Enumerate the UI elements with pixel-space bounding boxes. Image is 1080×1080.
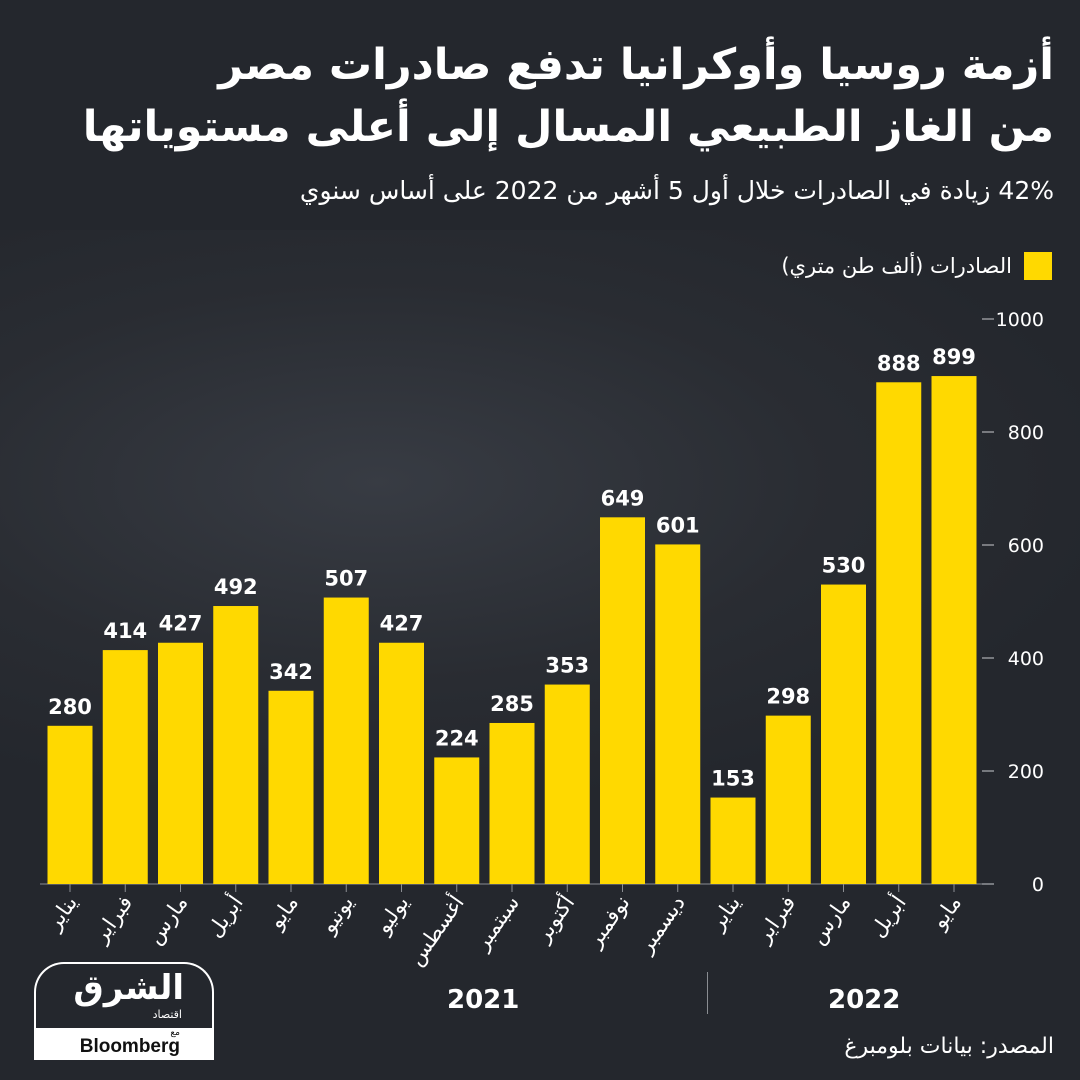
y-tick-label: 1000 <box>996 309 1044 331</box>
bar-value-label: 285 <box>490 692 534 716</box>
bar-value-label: 649 <box>601 486 645 510</box>
x-category-label: يناير <box>41 891 82 935</box>
bar-value-label: 492 <box>214 575 258 599</box>
x-category-label: مايو <box>926 891 966 934</box>
logo-with-text: مع <box>170 1028 180 1038</box>
logo-sub-text: اقتصاد <box>152 1008 182 1021</box>
title-line-2: من الغاز الطبيعي المسال إلى أعلى مستويات… <box>82 102 1054 152</box>
x-category-label: فبراير <box>88 891 138 948</box>
bar-value-label: 224 <box>435 726 479 750</box>
x-category-label: أكتوبر <box>529 890 580 947</box>
bar <box>821 584 866 884</box>
bar <box>600 517 645 884</box>
x-category-label: سبتمبر <box>469 891 524 955</box>
bar <box>544 684 590 884</box>
bar-value-label: 153 <box>711 767 755 791</box>
bar-value-label: 427 <box>159 612 203 636</box>
bar <box>102 650 148 884</box>
y-tick-label: 600 <box>1008 535 1044 557</box>
x-category-label: مايو <box>263 891 303 934</box>
x-category-label: يوليو <box>370 891 413 939</box>
x-category-label: أغسطس <box>402 890 469 970</box>
legend-label: الصادرات (ألف طن متري) <box>781 254 1012 278</box>
bar <box>931 376 977 884</box>
logo-partner-text: Bloomberg <box>79 1036 180 1057</box>
chart-title: أزمة روسيا وأوكرانيا تدفع صادرات مصر من … <box>34 34 1054 158</box>
bar-value-label: 888 <box>877 351 921 375</box>
bar <box>655 544 701 884</box>
bar-value-label: 280 <box>48 695 92 719</box>
bar <box>213 606 259 884</box>
bar <box>434 757 480 884</box>
bar-value-label: 507 <box>324 567 368 591</box>
bar-value-label: 601 <box>656 513 700 537</box>
x-category-label: ديسمبر <box>633 891 690 958</box>
x-category-label: أبريل <box>201 890 248 942</box>
logo-frame <box>34 962 214 1028</box>
bar-value-label: 342 <box>269 660 313 684</box>
bar-value-label: 427 <box>380 612 424 636</box>
bar <box>323 597 369 884</box>
year-label-2021: 2021 <box>447 985 520 1015</box>
legend: الصادرات (ألف طن متري) <box>781 252 1052 280</box>
logo-main-text: الشرق <box>73 968 184 1008</box>
bar-value-label: 899 <box>932 345 976 369</box>
x-category-label: يونيو <box>315 891 358 938</box>
chart-subtitle: 42% زيادة في الصادرات خلال أول 5 أشهر من… <box>299 176 1054 205</box>
x-category-label: نوفمبر <box>582 891 635 952</box>
y-tick-label: 800 <box>1008 422 1044 444</box>
x-category-label: فبراير <box>751 891 801 948</box>
y-tick-label: 0 <box>1032 874 1044 896</box>
title-line-1: أزمة روسيا وأوكرانيا تدفع صادرات مصر <box>218 40 1054 90</box>
bar <box>47 725 93 884</box>
bar-value-label: 414 <box>103 619 147 643</box>
bar <box>489 722 535 884</box>
y-tick-label: 200 <box>1008 761 1044 783</box>
year-divider <box>707 972 708 1014</box>
bar <box>158 642 203 884</box>
bar-value-label: 353 <box>545 654 589 678</box>
bar <box>765 715 811 884</box>
x-category-label: مارس <box>142 891 192 949</box>
x-category-label: مارس <box>805 891 855 949</box>
y-tick-label: 400 <box>1008 648 1044 670</box>
x-category-label: يناير <box>704 891 745 935</box>
asharq-bloomberg-logo: الشرق اقتصاد مع Bloomberg <box>34 962 214 1060</box>
bar <box>876 382 922 884</box>
bar-value-label: 298 <box>766 685 810 709</box>
source-note: المصدر: بيانات بلومبرغ <box>844 1034 1054 1059</box>
x-category-label: أبريل <box>864 890 911 942</box>
legend-swatch <box>1024 252 1052 280</box>
logo-bar: مع Bloomberg <box>34 1028 214 1060</box>
bar <box>379 642 424 884</box>
year-label-2022: 2022 <box>828 985 901 1015</box>
bar <box>268 690 314 884</box>
bar <box>710 797 756 884</box>
bar-value-label: 530 <box>822 554 866 578</box>
